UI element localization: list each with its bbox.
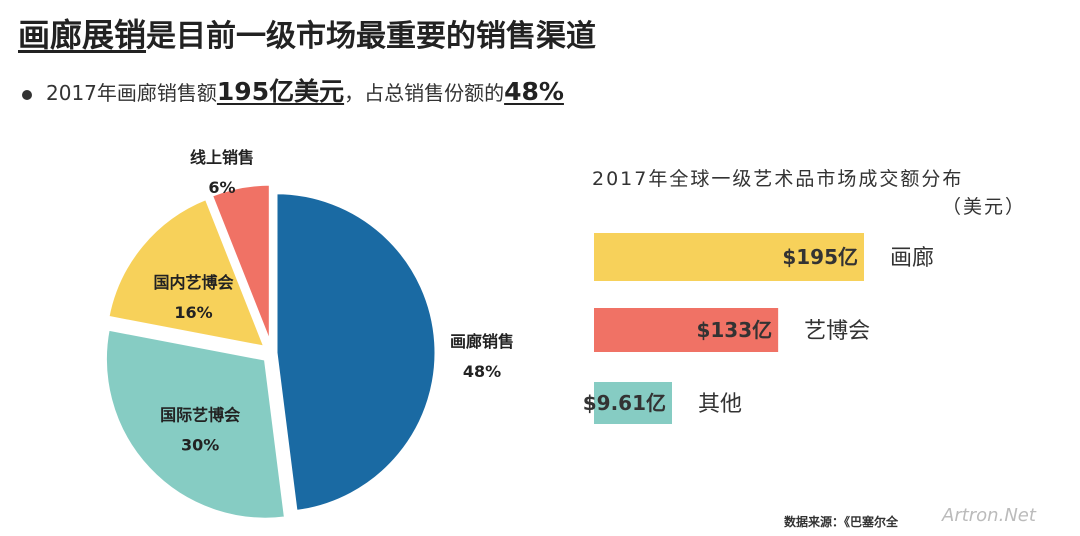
pie-value-gallery: 48% [463,362,501,381]
bar-gallery [594,233,864,281]
pie-label-intl-fair: 国际艺博会 [160,405,240,424]
bar-art-fair [594,308,779,352]
bar-value-other: $9.61亿 [583,391,666,415]
bullet-value-share: 48% [504,77,564,106]
bar-other [594,382,672,424]
bar-category-gallery: 画廊 [890,246,934,271]
watermark: Artron.Net [942,505,1036,526]
pie-slice-online [209,182,272,345]
bullet-prefix: 2017年画廊销售额 [46,81,217,105]
page-title: 画廊展销是目前一级市场最重要的销售渠道 [18,10,596,56]
pie-slice-gallery [274,191,438,514]
pie-slice-intl-fair [103,327,288,520]
summary-bullet: 2017年画廊销售额195亿美元，占总销售份额的48% [22,72,564,108]
pie-slice-domestic-fair [106,196,268,350]
bullet-middle: ，占总销售份额的 [344,81,505,105]
bullet-value-amount: 195亿美元 [216,77,345,106]
pie-label-domestic-fair: 国内艺博会 [154,273,234,292]
bar-category-other: 其他 [698,392,742,417]
bar-category-art-fair: 艺博会 [804,319,870,344]
pie-label-online: 线上销售 [190,148,254,167]
pie-value-intl-fair: 30% [181,435,219,454]
pie-value-online: 6% [208,178,235,197]
bullet-dot-icon [22,89,32,100]
pie-value-domestic-fair: 16% [174,303,212,322]
title-rest: 是目前一级市场最重要的销售渠道 [146,19,597,54]
pie-chart: 画廊销售 48% 国际艺博会 30% 国内艺博会 16% 线上销售 6% [103,148,514,520]
pie-label-gallery: 画廊销售 [450,332,514,351]
bar-value-gallery: $195亿 [782,245,858,269]
title-emphasis: 画廊展销 [18,16,147,54]
data-source: 数据来源：《巴塞尔全 [784,515,899,529]
bar-chart-unit: （美元） [941,196,1026,218]
bar-chart-title: 2017年全球一级艺术品市场成交额分布 [592,168,964,190]
bar-value-art-fair: $133亿 [696,318,772,342]
